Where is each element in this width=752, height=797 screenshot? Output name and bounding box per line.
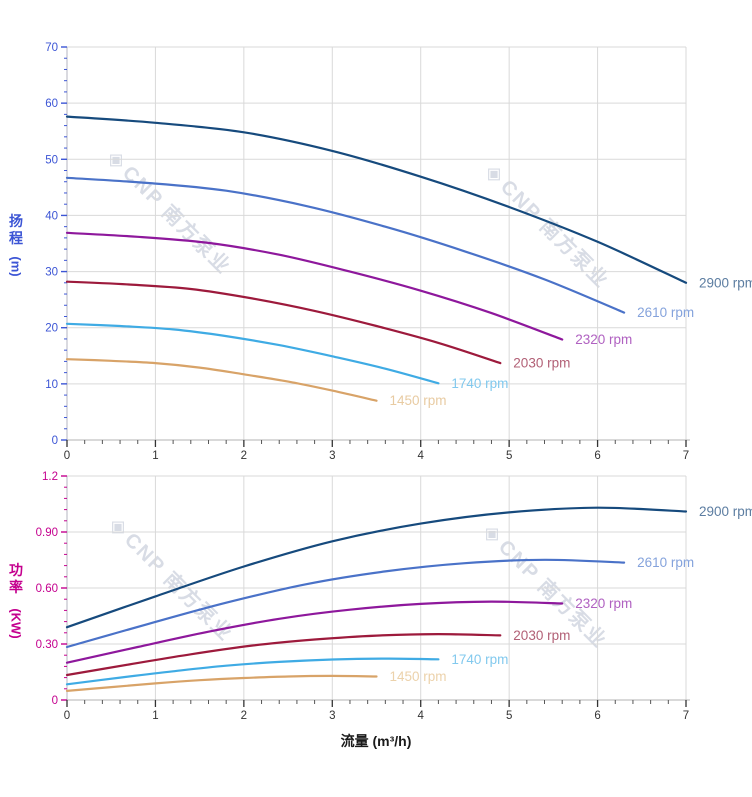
y-tick-label: 20: [45, 323, 58, 335]
head-axis-title: 扬程 (m): [6, 213, 26, 279]
head-axis-title-text: 扬程: [9, 213, 23, 246]
series-label-head-2030rpm: 2030 rpm: [513, 356, 570, 371]
y-tick-label: 70: [45, 42, 58, 54]
x-tick-label: 6: [594, 450, 600, 462]
series-curve-power-2030rpm: [65, 632, 502, 677]
series-label-power-1450rpm: 1450 rpm: [390, 669, 447, 684]
y-tick-label: 0.30: [36, 639, 58, 651]
y-tick-label: 40: [45, 210, 58, 222]
x-tick-label: 0: [64, 450, 70, 462]
y-tick-label: 60: [45, 98, 58, 110]
series-curve-power-2610rpm: [65, 558, 626, 649]
series-curve-power-1740rpm: [65, 657, 440, 686]
series-label-power-2900rpm: 2900 rpm: [699, 504, 752, 519]
y-tick-label: 30: [45, 267, 58, 279]
series-curve-power-2900rpm: [65, 506, 688, 629]
power-axis-title-text: 功率: [9, 562, 23, 595]
x-tick-label: 5: [506, 710, 512, 722]
series-label-power-2320rpm: 2320 rpm: [575, 596, 632, 611]
series-label-power-1740rpm: 1740 rpm: [451, 652, 508, 667]
power-axis-unit: (KW): [8, 607, 24, 639]
y-tick-label: 0: [52, 695, 58, 707]
head-axis-unit: (m): [8, 255, 24, 277]
series-label-head-2900rpm: 2900 rpm: [699, 275, 752, 290]
series-label-head-2610rpm: 2610 rpm: [637, 305, 694, 320]
y-tick-label: 0.60: [36, 583, 58, 595]
series-curve-power-2320rpm: [65, 600, 564, 664]
x-tick-label: 3: [329, 710, 335, 722]
series-curve-power-1450rpm: [65, 674, 378, 692]
y-tick-label: 0: [52, 435, 58, 447]
flow-axis-title: 流量 (m³/h): [340, 733, 412, 749]
x-tick-label: 6: [594, 710, 600, 722]
series-curve-head-1740rpm: [65, 322, 440, 385]
x-tick-label: 3: [329, 450, 335, 462]
power-axis-title: 功率 (KW): [6, 562, 26, 644]
x-tick-label: 2: [241, 450, 247, 462]
x-tick-label: 1: [152, 710, 158, 722]
series-curve-head-2900rpm: [65, 115, 688, 284]
chart-power: 0 0.30 0.60 0.90 1.2 0 1 2 3 4 5 6 7 2900 rpm 2610 rpm…: [36, 471, 752, 722]
x-tick-label: 7: [683, 710, 689, 722]
series-label-head-2320rpm: 2320 rpm: [575, 332, 632, 347]
series-label-power-2610rpm: 2610 rpm: [637, 555, 694, 570]
series-label-head-1740rpm: 1740 rpm: [451, 376, 508, 391]
series-curve-head-2320rpm: [65, 231, 564, 341]
series-curve-head-2030rpm: [65, 280, 502, 365]
series-curve-head-2610rpm: [65, 176, 626, 314]
y-tick-label: 0.90: [36, 527, 58, 539]
x-tick-label: 4: [418, 710, 425, 722]
chart-head: 0 10 20 30 40 50 60 70 0 1 2 3 4 5 6 7 2900 rpm 2610 rpm 2…: [45, 42, 752, 462]
series-label-power-2030rpm: 2030 rpm: [513, 628, 570, 643]
y-tick-label: 10: [45, 379, 58, 391]
x-tick-label: 0: [64, 710, 70, 722]
x-tick-label: 2: [241, 710, 247, 722]
series-label-head-1450rpm: 1450 rpm: [390, 393, 447, 408]
y-tick-label: 1.2: [42, 471, 58, 483]
x-tick-label: 7: [683, 450, 689, 462]
series-curve-head-1450rpm: [65, 358, 378, 402]
x-tick-label: 5: [506, 450, 512, 462]
y-tick-label: 50: [45, 154, 58, 166]
x-tick-label: 1: [152, 450, 158, 462]
x-tick-label: 4: [418, 450, 425, 462]
